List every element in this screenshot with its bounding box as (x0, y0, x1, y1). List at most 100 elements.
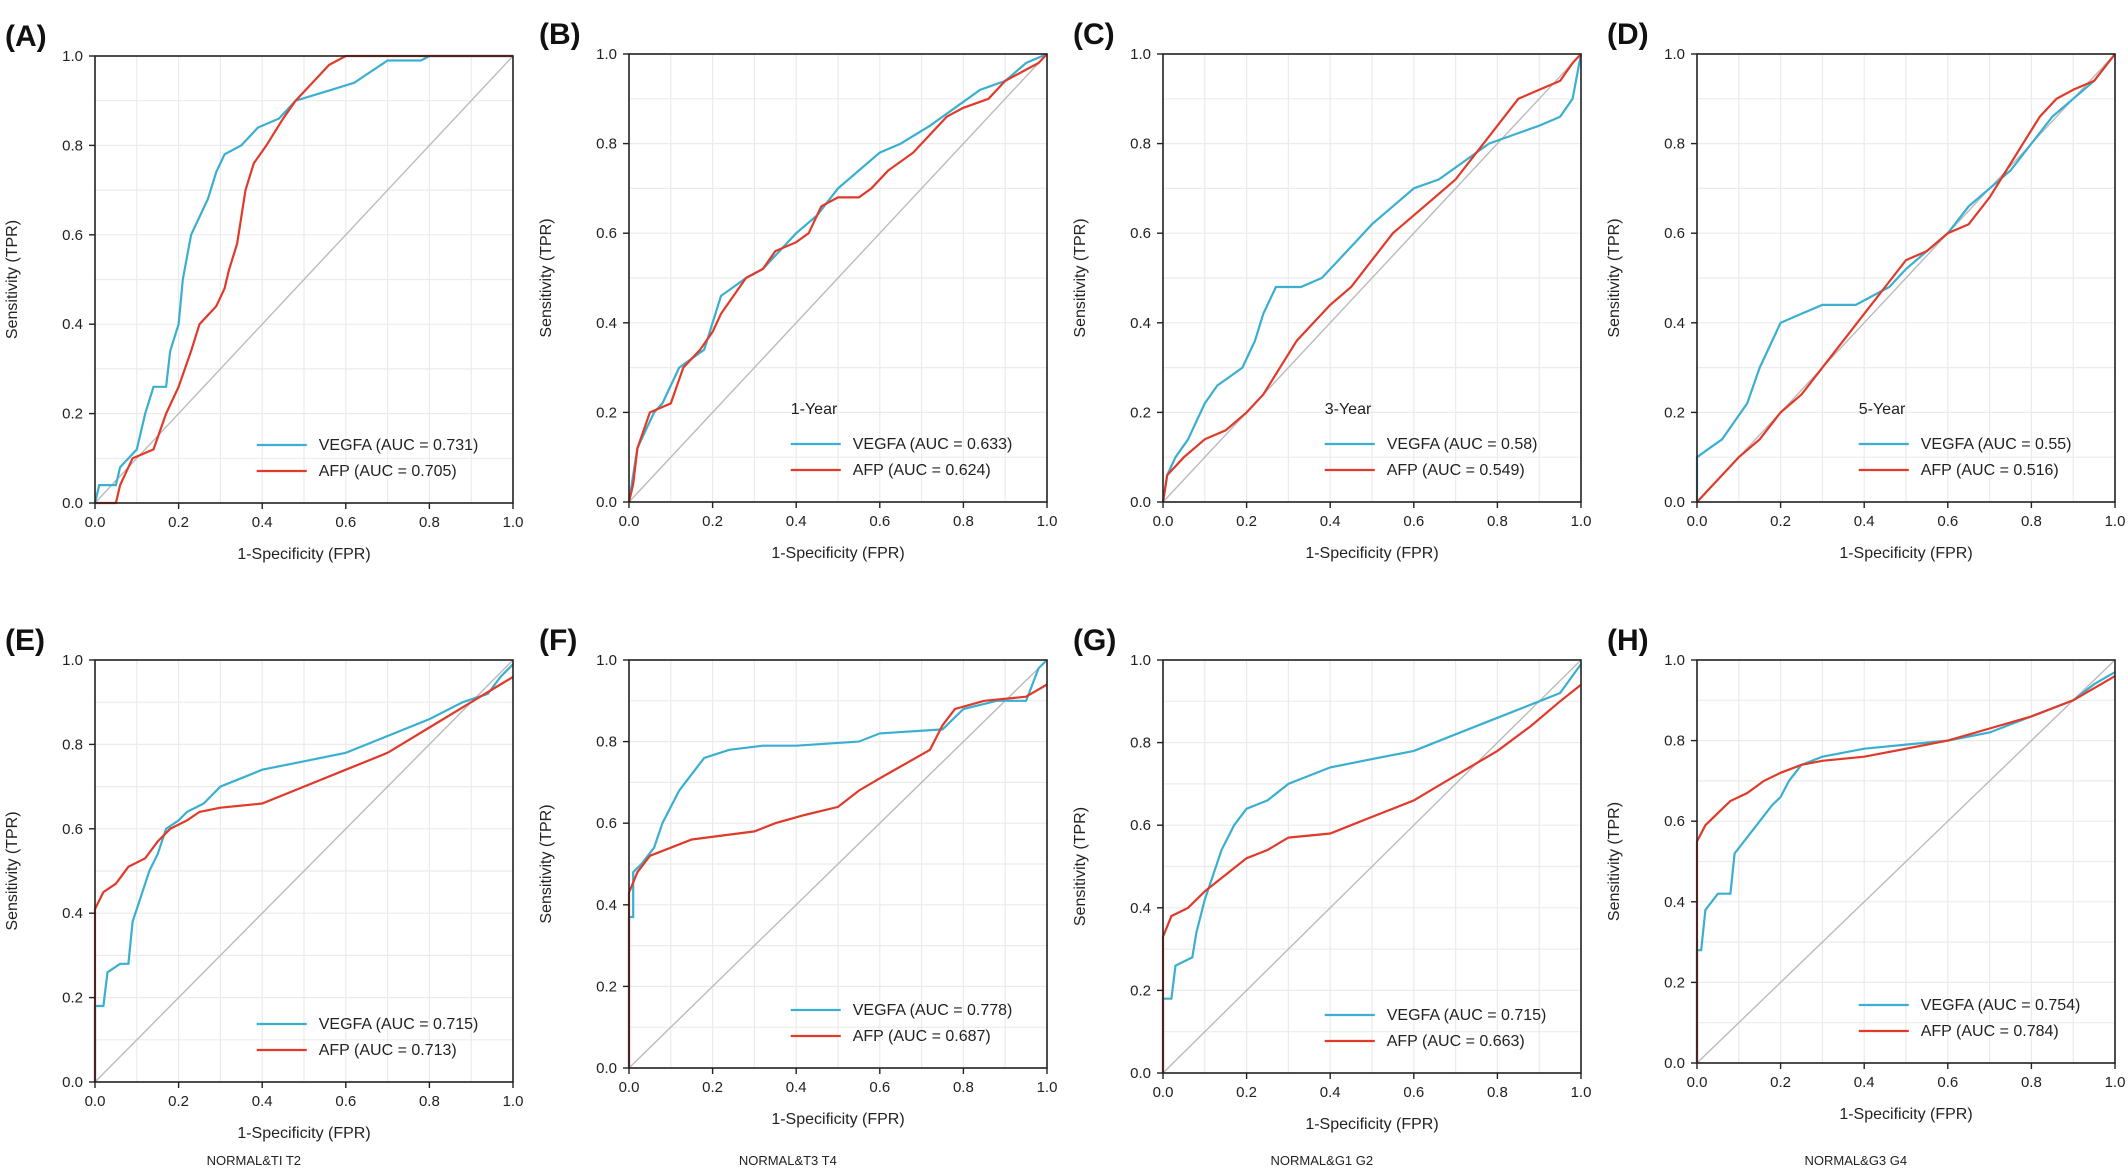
y-tick-label: 1.0 (1130, 652, 1151, 669)
x-axis-label: 1-Specificity (FPR) (1305, 545, 1438, 562)
plot-frame (628, 53, 1048, 503)
diagonal-reference-line (94, 55, 514, 504)
x-tick-label: 1.0 (2105, 1074, 2126, 1091)
x-tick-label: 0.6 (869, 513, 890, 530)
x-tick-label: 0.6 (1937, 513, 1958, 530)
y-tick-label: 0.8 (596, 136, 617, 153)
x-axis-label: 1-Specificity (FPR) (1839, 1106, 1972, 1123)
x-tick-label: 0.2 (702, 1079, 723, 1096)
y-tick-label: 0.2 (1130, 404, 1151, 421)
y-tick-label: 0.0 (1664, 494, 1685, 511)
y-tick-label: 0.4 (1664, 315, 1685, 332)
roc-panel-c: 0.0 0.2 0.4 0.6 0.8 1.0 0.0 0.2 0.4 0.6 0.8 1.0 1-Sp… (1072, 18, 1591, 562)
x-tick-label: 0.8 (953, 513, 974, 530)
y-tick-label: 0.4 (596, 897, 617, 914)
x-tick-label: 0.6 (335, 1093, 356, 1110)
roc-curve-afp (1696, 53, 2116, 503)
x-tick-label: 1.0 (1037, 513, 1058, 530)
x-tick-label: 1.0 (2105, 513, 2126, 530)
y-tick-label: 0.4 (62, 905, 83, 922)
diagonal-reference-line (94, 659, 514, 1083)
plot-frame (94, 659, 514, 1083)
y-tick-label: 0.4 (1130, 900, 1151, 917)
x-tick-label: 0.2 (1236, 513, 1257, 530)
y-tick-label: 1.0 (596, 46, 617, 63)
panel-label: (G) (1073, 624, 1116, 657)
y-axis-label: Sensitivity (TPR) (1606, 802, 1623, 921)
y-tick-label: 0.2 (596, 978, 617, 995)
y-tick-label: 0.0 (596, 1060, 617, 1077)
x-tick-label: 0.2 (168, 1093, 189, 1110)
roc-curve-vegfa (1161, 663, 1582, 1073)
roc-curve-afp (95, 54, 513, 505)
legend-title: 3-Year (1325, 401, 1372, 418)
x-tick-label: 0.6 (1937, 1074, 1958, 1091)
legend-entry: AFP (AUC = 0.784) (1921, 1023, 2059, 1040)
y-tick-label: 0.8 (596, 734, 617, 751)
y-tick-label: 0.0 (1130, 494, 1151, 511)
y-tick-label: 0.2 (62, 406, 83, 423)
x-tick-label: 0.2 (168, 514, 189, 531)
y-tick-label: 0.2 (62, 990, 83, 1007)
legend-entry: VEGFA (AUC = 0.715) (319, 1016, 479, 1033)
x-tick-label: 0.8 (1487, 1084, 1508, 1101)
roc-panel-f: 0.0 0.2 0.4 0.6 0.8 1.0 0.0 0.2 0.4 0.6 0.8 1.0 1-Sp… (538, 624, 1057, 1168)
x-tick-label: 0.2 (1770, 1074, 1791, 1091)
roc-curve-vegfa (627, 659, 1048, 1068)
x-tick-label: 0.4 (1854, 1074, 1875, 1091)
diagonal-reference-line (628, 659, 1048, 1069)
roc-curve-afp (1161, 53, 1582, 503)
roc-curve-afp (627, 53, 1048, 503)
y-tick-label: 0.8 (1130, 735, 1151, 752)
roc-curve-afp (1695, 675, 2116, 1063)
x-axis-label: 1-Specificity (FPR) (1839, 545, 1972, 562)
legend-entry: AFP (AUC = 0.516) (1921, 462, 2059, 479)
x-tick-label: 0.6 (1403, 513, 1424, 530)
x-tick-label: 0.4 (1854, 513, 1875, 530)
x-tick-label: 1.0 (1571, 513, 1592, 530)
x-tick-label: 0.2 (1236, 1084, 1257, 1101)
x-tick-label: 0.4 (1320, 1084, 1341, 1101)
roc-curve-vegfa (1161, 53, 1583, 503)
y-tick-label: 0.6 (1130, 817, 1151, 834)
diagonal-reference-line (1696, 53, 2116, 503)
plot-frame (94, 55, 514, 504)
panel-label: (B) (539, 18, 581, 51)
y-tick-label: 0.0 (1130, 1065, 1151, 1082)
y-tick-label: 0.2 (596, 404, 617, 421)
y-tick-label: 0.2 (1130, 982, 1151, 999)
x-axis-label: 1-Specificity (FPR) (237, 1125, 370, 1142)
diagonal-reference-line (1696, 659, 2116, 1064)
panel-label: (C) (1073, 18, 1115, 51)
x-tick-label: 1.0 (503, 1093, 524, 1110)
panel-label: (F) (539, 624, 577, 657)
panel-caption: NORMAL&T3 T4 (739, 1153, 837, 1168)
y-tick-label: 0.4 (1130, 315, 1151, 332)
x-tick-label: 0.0 (619, 513, 640, 530)
y-tick-label: 0.4 (62, 316, 83, 333)
x-tick-label: 0.0 (1153, 1084, 1174, 1101)
x-tick-label: 0.6 (335, 514, 356, 531)
y-tick-label: 0.6 (1664, 813, 1685, 830)
legend-entry: VEGFA (AUC = 0.754) (1921, 997, 2081, 1014)
y-tick-label: 0.2 (1664, 974, 1685, 991)
panel-label: (E) (5, 624, 45, 657)
legend-entry: VEGFA (AUC = 0.778) (853, 1002, 1013, 1019)
x-tick-label: 0.0 (619, 1079, 640, 1096)
plot-frame (1696, 659, 2116, 1064)
y-tick-label: 1.0 (596, 652, 617, 669)
legend-entry: AFP (AUC = 0.549) (1387, 462, 1525, 479)
x-tick-label: 0.8 (419, 1093, 440, 1110)
y-tick-label: 0.0 (62, 1074, 83, 1091)
plot-frame (1162, 659, 1582, 1074)
y-tick-label: 0.0 (1664, 1055, 1685, 1072)
y-tick-label: 0.8 (62, 736, 83, 753)
y-axis-label: Sensitivity (TPR) (4, 220, 21, 339)
x-tick-label: 0.4 (1320, 513, 1341, 530)
x-tick-label: 0.0 (1687, 1074, 1708, 1091)
panel-label: (D) (1607, 18, 1649, 51)
y-tick-label: 1.0 (62, 48, 83, 65)
roc-panel-d: 0.0 0.2 0.4 0.6 0.8 1.0 0.0 0.2 0.4 0.6 0.8 1.0 1-Sp… (1606, 18, 2125, 562)
legend-entry: AFP (AUC = 0.663) (1387, 1033, 1525, 1050)
